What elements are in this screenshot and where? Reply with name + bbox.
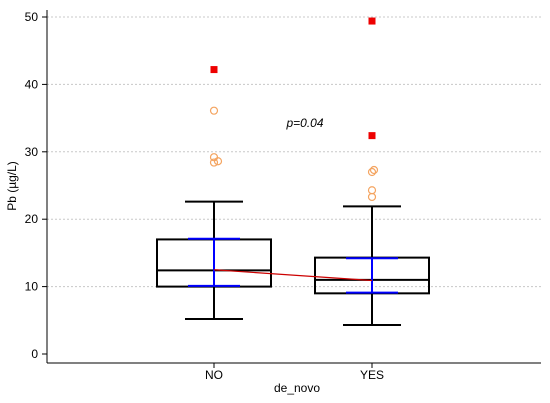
y-tick-label-20: 20 [25,212,39,226]
outside-point-yes-3 [369,165,379,175]
y-ticks: 0 10 20 30 40 50 [25,10,47,361]
outside-point-no-1 [213,157,223,166]
x-axis-title: de_novo [274,381,320,395]
y-tick-label-40: 40 [25,77,39,91]
x-ticks: NO YES [205,363,384,382]
p-value-annotation: p=0.04 [285,116,323,130]
mean-connector [213,269,373,282]
far-out-point-no-0 [210,66,218,74]
far-out-point-yes-1 [368,17,376,25]
x-tick-label-no: NO [205,368,223,382]
outside-point-no-3 [209,106,219,115]
y-tick-label-30: 30 [25,145,39,159]
y-axis-title: Pb (µg/L) [5,161,19,211]
y-tick-label-0: 0 [31,347,38,361]
box-no [156,200,272,320]
outlier-points [209,17,379,202]
boxes [156,200,430,327]
outside-point-no-2 [209,153,219,162]
grid-lines [47,16,541,288]
y-tick-label-10: 10 [25,280,39,294]
far-out-point-yes-0 [368,132,376,140]
outside-point-yes-0 [367,192,377,202]
outside-point-yes-2 [367,167,377,177]
axes [46,10,541,364]
box-yes [314,205,430,327]
y-tick-label-50: 50 [25,10,39,24]
outside-point-no-0 [209,158,219,167]
outside-point-yes-1 [367,186,377,195]
mean-connector-line [213,269,373,282]
x-tick-label-yes: YES [360,368,384,382]
